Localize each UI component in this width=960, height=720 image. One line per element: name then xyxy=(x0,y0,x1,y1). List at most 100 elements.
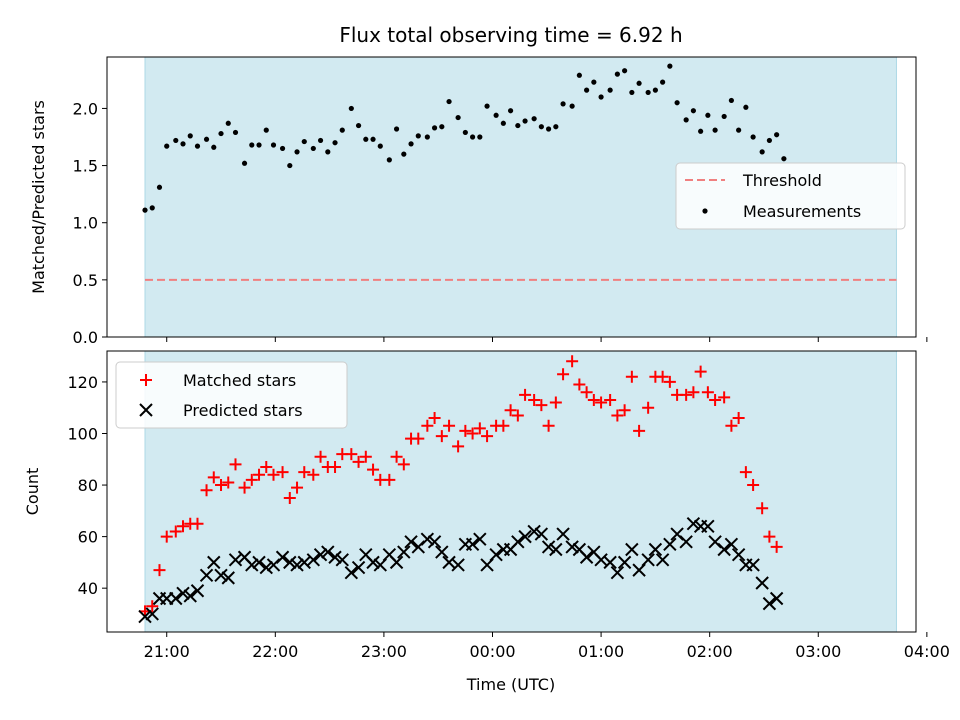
measurement-point xyxy=(256,142,262,148)
matched-star-point xyxy=(443,419,456,432)
bottom-legend: Matched stars Predicted stars xyxy=(115,361,348,429)
measurement-point xyxy=(401,151,407,157)
measurement-point xyxy=(674,100,680,106)
matched-star-point xyxy=(739,466,752,479)
measurement-point xyxy=(218,130,224,137)
matched-star-point xyxy=(160,530,173,543)
x-tick-label: 03:00 xyxy=(795,642,841,661)
measurement-point xyxy=(560,101,566,107)
measurement-point xyxy=(225,120,231,126)
measurement-point xyxy=(591,79,597,85)
predicted-star-point xyxy=(679,535,693,549)
predicted-star-point xyxy=(427,535,442,549)
matched-star-point xyxy=(153,564,166,577)
predicted-star-point xyxy=(252,555,266,570)
predicted-star-point xyxy=(335,553,349,567)
measurement-point xyxy=(721,113,727,120)
matched-star-point xyxy=(307,468,320,481)
measurement-point xyxy=(439,124,445,130)
top-y-tick-label: 1.5 xyxy=(73,157,98,176)
matched-star-point xyxy=(573,378,586,391)
measurement-point xyxy=(743,104,749,110)
matched-star-point xyxy=(763,530,776,543)
matched-star-point xyxy=(397,458,410,471)
predicted-star-point xyxy=(655,553,670,567)
bottom-y-axis-label: Count xyxy=(23,468,42,516)
bottom-plot-frame xyxy=(106,350,917,633)
predicted-star-point xyxy=(306,553,321,567)
matched-star-point xyxy=(481,430,494,443)
predicted-star-point xyxy=(489,547,503,562)
matched-star-point xyxy=(177,520,190,533)
measurement-point xyxy=(310,145,316,152)
x-tick-label: 04:00 xyxy=(904,642,950,661)
predicted-star-point xyxy=(221,571,235,585)
predicted-star-point xyxy=(389,555,404,570)
matched-star-point xyxy=(542,419,555,432)
top-y-tick-label: 0.0 xyxy=(73,328,98,347)
matched-star-point xyxy=(611,409,624,422)
measurement-point xyxy=(332,140,338,146)
x-tick-label: 23:00 xyxy=(361,642,407,661)
matched-star-point xyxy=(770,540,783,553)
bottom-panel: 40 60 80 100 120 21:00 22:00 23:00 00:00 01:00 02:… xyxy=(23,350,950,661)
top-plot-frame xyxy=(106,56,917,338)
measurement-point xyxy=(164,143,170,149)
measurement-point xyxy=(386,157,392,163)
legend-measurements-label: Measurements xyxy=(743,202,861,221)
predicted-star-point xyxy=(190,584,205,598)
measurement-point xyxy=(667,63,673,69)
legend-predicted-label: Predicted stars xyxy=(183,401,303,420)
matched-star-point xyxy=(207,471,220,484)
predicted-star-point xyxy=(473,532,487,546)
measurement-point xyxy=(431,125,438,131)
measurement-point xyxy=(270,142,277,148)
predicted-star-point xyxy=(579,550,594,564)
measurement-point xyxy=(469,134,476,140)
matched-star-point xyxy=(694,365,707,378)
matched-star-point xyxy=(618,404,631,417)
legend-measurements-swatch xyxy=(702,208,708,214)
predicted-star-point xyxy=(214,568,228,582)
measurement-point xyxy=(553,124,559,130)
matched-star-point xyxy=(421,419,434,432)
x-tick-label: 01:00 xyxy=(578,642,624,661)
legend-threshold-label: Threshold xyxy=(742,171,822,190)
measurement-point xyxy=(493,112,499,118)
chart-title: Flux total observing time = 6.92 h xyxy=(339,23,682,47)
top-y-tick-label: 1.0 xyxy=(73,214,98,233)
measurement-point xyxy=(500,120,506,126)
top-y-tick-label: 2.0 xyxy=(73,99,98,118)
measurement-point xyxy=(507,108,514,114)
measurement-point xyxy=(660,79,666,85)
matched-star-point xyxy=(535,399,548,412)
predicted-star-point xyxy=(541,540,556,554)
measurement-point xyxy=(645,89,651,96)
matched-star-point xyxy=(718,391,731,404)
x-tick-label: 00:00 xyxy=(469,642,515,661)
measurement-point xyxy=(538,124,544,130)
measurement-point xyxy=(759,149,765,155)
predicted-star-point xyxy=(511,535,525,549)
predicted-star-point xyxy=(321,545,335,559)
predicted-star-point xyxy=(420,532,435,546)
predicted-star-point xyxy=(297,555,311,570)
matched-star-point xyxy=(298,466,311,479)
matched-star-point xyxy=(595,396,608,409)
predicted-star-point xyxy=(328,550,342,564)
measurement-point xyxy=(287,162,293,169)
measurement-point xyxy=(263,127,269,133)
measurement-point xyxy=(415,133,421,139)
matched-star-point xyxy=(191,517,204,530)
predicted-star-point xyxy=(169,591,183,606)
measurement-point xyxy=(211,144,217,150)
matched-star-point xyxy=(238,481,251,494)
predicted-star-point xyxy=(534,527,549,541)
predicted-star-point xyxy=(648,542,663,557)
measurement-point xyxy=(462,129,468,136)
matched-star-point xyxy=(473,422,486,435)
measurement-point xyxy=(652,87,658,93)
measurement-point xyxy=(569,103,575,109)
